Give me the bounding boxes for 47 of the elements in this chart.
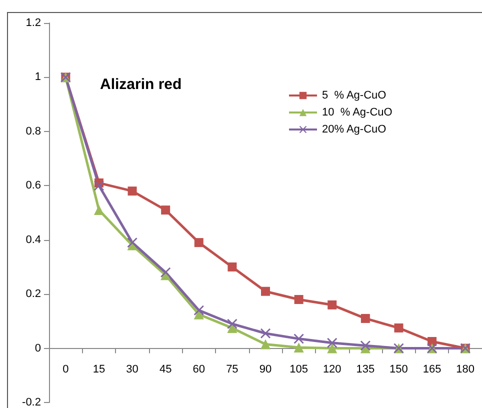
point — [227, 318, 238, 329]
y-tick-label: -0.2 — [22, 396, 41, 408]
point — [294, 342, 304, 352]
x-tick-label: 60 — [192, 364, 206, 376]
x-tick-label: 180 — [456, 364, 475, 376]
y-tick-label: 0.8 — [26, 125, 41, 138]
x-tick-label: 15 — [92, 364, 106, 376]
point — [127, 238, 138, 248]
x-tick-label: 135 — [356, 364, 375, 376]
point — [328, 300, 337, 310]
legend-label: 10 % Ag-CuO — [322, 106, 393, 118]
point — [128, 186, 137, 196]
y-tick-label: 0 — [34, 342, 41, 354]
point — [261, 286, 270, 296]
point — [94, 180, 104, 191]
point — [360, 314, 370, 323]
y-tick-label: 0.4 — [26, 234, 41, 246]
x-tick-label: 105 — [290, 364, 308, 376]
point — [194, 238, 204, 248]
point — [194, 305, 204, 316]
point — [327, 343, 338, 354]
point — [161, 206, 170, 215]
point — [160, 267, 171, 278]
point — [228, 262, 237, 272]
x-tick-label: 30 — [126, 364, 138, 376]
y-tick-label: 1.2 — [26, 17, 41, 29]
x-tick-label: 90 — [259, 364, 272, 376]
y-tick-label: 1 — [34, 71, 41, 84]
legend-label: 5 % Ag-CuO — [322, 90, 387, 102]
point — [260, 339, 270, 350]
point — [294, 334, 304, 344]
x-tick-label: 75 — [226, 364, 238, 376]
x-tick-label: 120 — [322, 364, 342, 376]
point — [294, 294, 304, 304]
y-tick-label: 0.6 — [26, 180, 41, 192]
point — [394, 323, 404, 332]
x-tick-label: 45 — [159, 364, 172, 376]
point — [327, 338, 338, 348]
legend-label: 20% Ag-CuO — [322, 124, 387, 136]
x-tick-label: 165 — [422, 364, 442, 376]
text: Alizarin red — [100, 76, 182, 93]
point — [360, 340, 370, 351]
y-tick-label: 0.2 — [26, 288, 41, 300]
x-tick-label: 0 — [62, 364, 69, 376]
point — [260, 328, 270, 338]
x-tick-label: 150 — [390, 364, 408, 376]
point — [94, 205, 104, 216]
